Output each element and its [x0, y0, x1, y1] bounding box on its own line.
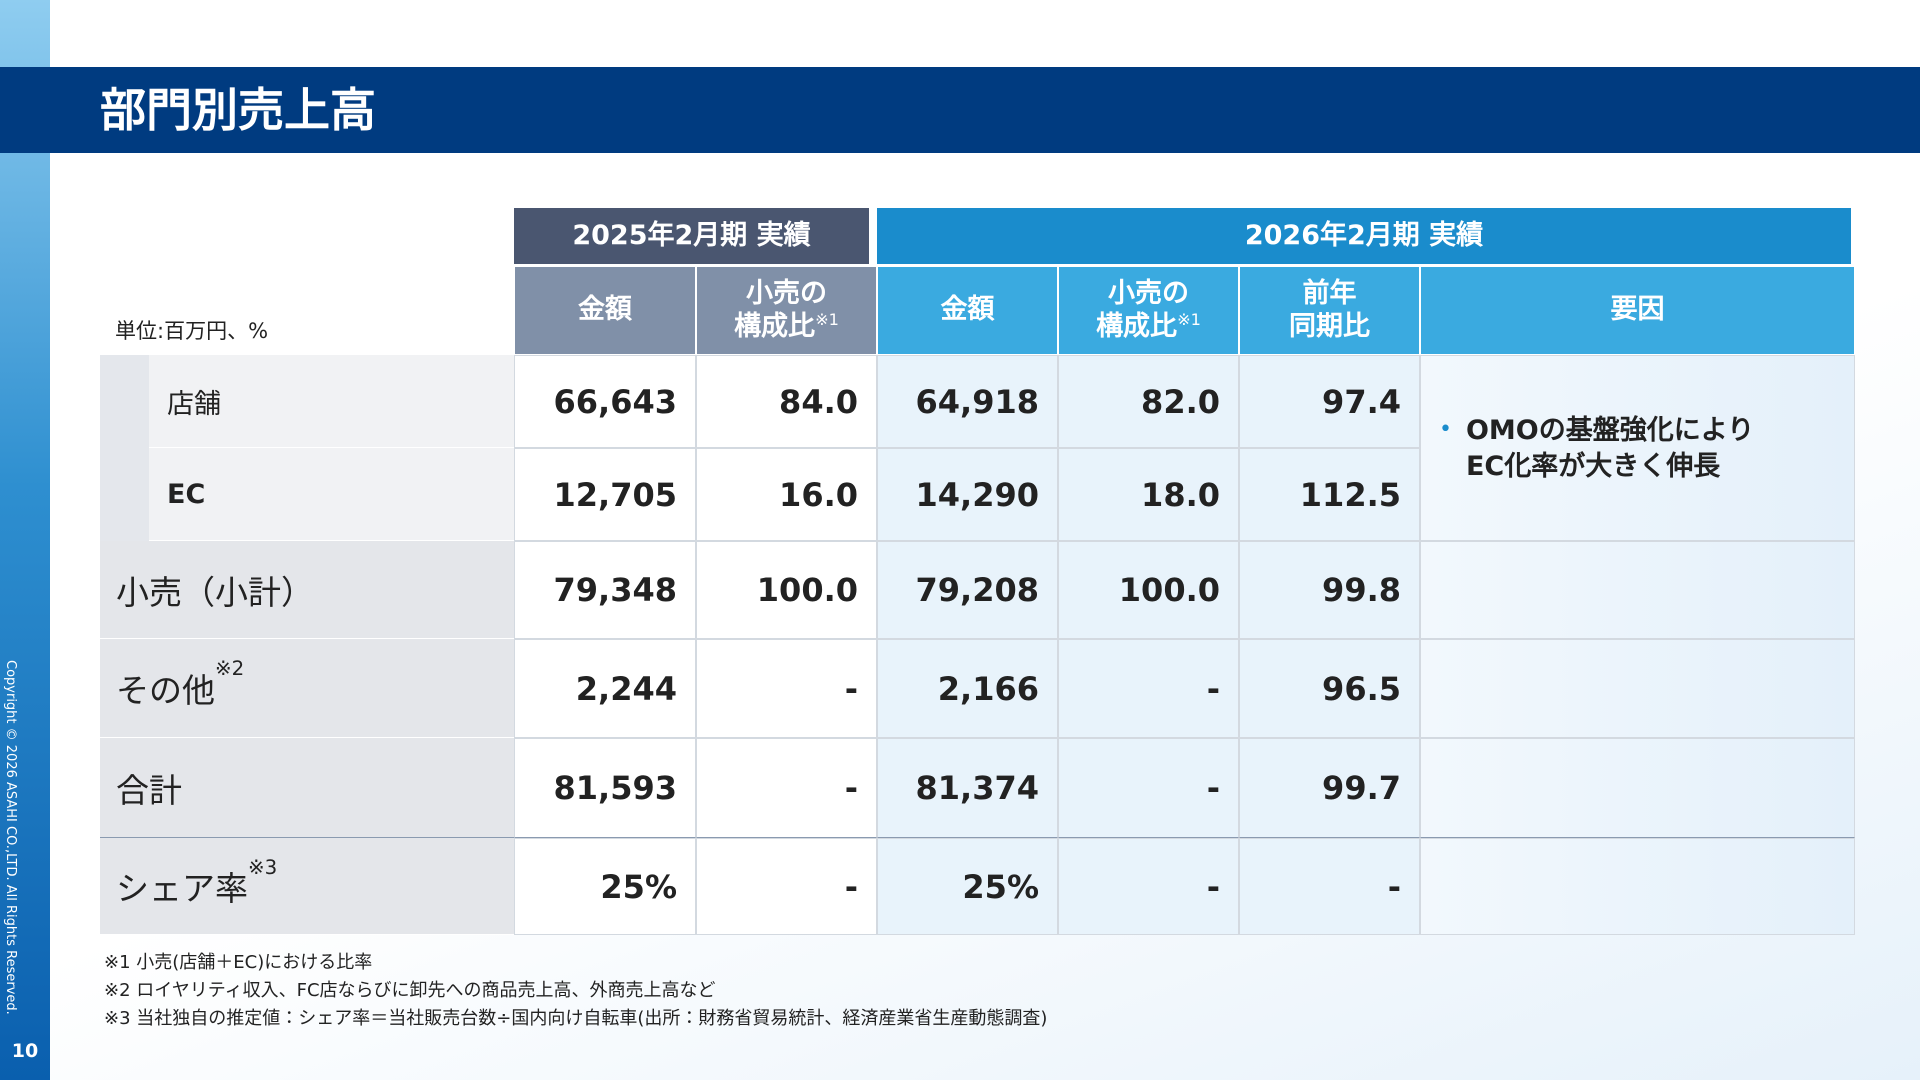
- column-note: ※1: [815, 310, 839, 329]
- column-header: 金額: [514, 266, 696, 355]
- row-label: EC: [149, 448, 514, 541]
- footnote: ※3 当社独自の推定値：シェア率＝当社販売台数÷国内向け自転車(出所：財務省貿易…: [104, 1008, 1048, 1029]
- group-header: 2026年2月期 実績: [877, 208, 1851, 264]
- row-note: ※3: [248, 856, 278, 879]
- column-header-text: 前年: [1302, 278, 1357, 310]
- column-header-text: 構成比: [734, 311, 816, 342]
- column-header-line: 金額: [941, 294, 995, 326]
- value-cell: 16.0: [696, 448, 877, 541]
- column-header: 前年 同期比: [1239, 266, 1420, 355]
- row-label-text: 合計: [116, 770, 182, 810]
- row-note: ※2: [215, 657, 245, 680]
- row-label-text: 小売（小計）: [116, 572, 314, 612]
- value-cell: -: [696, 838, 877, 935]
- column-header-line: 構成比※1: [734, 310, 839, 343]
- bullet: •: [1439, 417, 1452, 442]
- value-cell: 25%: [877, 838, 1058, 935]
- column-header-text: 構成比: [1096, 311, 1178, 342]
- value-cell: 79,208: [877, 541, 1058, 639]
- factor-line: EC化率が大きく伸長: [1465, 451, 1721, 483]
- value-cell: 84.0: [696, 355, 877, 448]
- row-label: 小売（小計）: [100, 541, 514, 639]
- value-cell: 97.4: [1239, 355, 1420, 448]
- value-cell: 2,166: [877, 639, 1058, 738]
- column-header-text: 小売の: [746, 277, 827, 309]
- value-cell: 66,643: [514, 355, 696, 448]
- column-header-line: 構成比※1: [1096, 310, 1201, 343]
- value-cell: 14,290: [877, 448, 1058, 541]
- column-header: 金額: [877, 266, 1058, 355]
- value-cell: -: [696, 639, 877, 738]
- factor-cell: • OMOの基盤強化により EC化率が大きく伸長: [1420, 355, 1855, 541]
- factor-cell: [1420, 738, 1855, 838]
- value-cell: -: [1239, 838, 1420, 935]
- page-number: 10: [11, 1040, 39, 1062]
- column-note: ※1: [1177, 310, 1201, 329]
- column-header-text: 同期比: [1289, 310, 1370, 342]
- factor-line: OMOの基盤強化により: [1465, 415, 1755, 446]
- side-strip: [0, 0, 50, 1080]
- footnote: ※1 小売(店舗＋EC)における比率: [104, 952, 373, 973]
- column-header: 要因: [1420, 266, 1855, 355]
- value-cell: 25%: [514, 838, 696, 935]
- value-cell: 18.0: [1058, 448, 1239, 541]
- column-header-text: 小売の: [1108, 277, 1189, 309]
- indent-block: [100, 355, 149, 448]
- column-header-text: 要因: [1610, 294, 1665, 326]
- column-header: 小売の 構成比※1: [1058, 266, 1239, 355]
- column-header: 小売の 構成比※1: [696, 266, 877, 355]
- footnote: ※2 ロイヤリティ収入、FC店ならびに卸先への商品売上高、外商売上高など: [104, 980, 716, 1001]
- column-header-text: 金額: [940, 294, 995, 326]
- row-label-text: シェア率: [116, 869, 248, 908]
- value-cell: 112.5: [1239, 448, 1420, 541]
- value-cell: 79,348: [514, 541, 696, 639]
- indent-block: [100, 448, 149, 541]
- column-header-line: 小売の: [1108, 278, 1189, 310]
- row-label: シェア率 ※3: [100, 838, 514, 935]
- value-cell: 12,705: [514, 448, 696, 541]
- value-cell: -: [696, 738, 877, 838]
- value-cell: 96.5: [1239, 639, 1420, 738]
- column-header-line: 要因: [1611, 294, 1665, 326]
- value-cell: 64,918: [877, 355, 1058, 448]
- value-cell: -: [1058, 639, 1239, 738]
- column-header-text: 金額: [578, 294, 632, 326]
- value-cell: 81,374: [877, 738, 1058, 838]
- factor-text: OMOの基盤強化により EC化率が大きく伸長: [1466, 413, 1754, 486]
- row-label-text: 店舗: [167, 388, 221, 420]
- value-cell: -: [1058, 738, 1239, 838]
- value-cell: 2,244: [514, 639, 696, 738]
- factor-cell: [1420, 541, 1855, 639]
- copyright: Copyright © 2026 ASAHI CO.,LTD. All Righ…: [3, 660, 18, 1015]
- row-label: 合計: [100, 738, 514, 838]
- unit-label: 単位:百万円、%: [115, 319, 269, 343]
- factor-cell: [1420, 639, 1855, 738]
- value-cell: -: [1058, 838, 1239, 935]
- value-cell: 99.7: [1239, 738, 1420, 838]
- title-bar: [0, 67, 1920, 153]
- column-header-line: 金額: [578, 294, 632, 326]
- value-cell: 99.8: [1239, 541, 1420, 639]
- value-cell: 81,593: [514, 738, 696, 838]
- value-cell: 82.0: [1058, 355, 1239, 448]
- row-label-text: その他: [116, 671, 215, 710]
- value-cell: 100.0: [696, 541, 877, 639]
- row-label-text: EC: [167, 478, 206, 510]
- row-label: 店舗: [149, 355, 514, 448]
- group-header: 2025年2月期 実績: [514, 208, 873, 264]
- column-header-line: 小売の: [746, 278, 827, 310]
- row-label: その他 ※2: [100, 639, 514, 738]
- value-cell: 100.0: [1058, 541, 1239, 639]
- column-header-line: 前年: [1303, 278, 1357, 310]
- factor-cell: [1420, 838, 1855, 935]
- column-header-line: 同期比: [1289, 311, 1370, 343]
- slide-title: 部門別売上高: [100, 83, 376, 137]
